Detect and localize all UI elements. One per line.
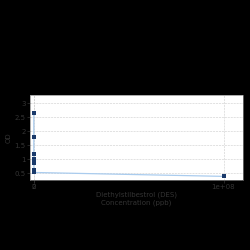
Point	[32, 152, 36, 156]
Point	[32, 157, 36, 161]
X-axis label: Diethylstilbestrol (DES)
Concentration (ppb): Diethylstilbestrol (DES) Concentration (…	[96, 192, 177, 205]
Point	[222, 174, 226, 178]
Point	[32, 160, 36, 164]
Point	[32, 111, 36, 115]
Point	[32, 170, 36, 174]
Point	[32, 135, 36, 139]
Point	[32, 161, 36, 165]
Y-axis label: OD: OD	[6, 132, 12, 143]
Point	[32, 168, 36, 172]
